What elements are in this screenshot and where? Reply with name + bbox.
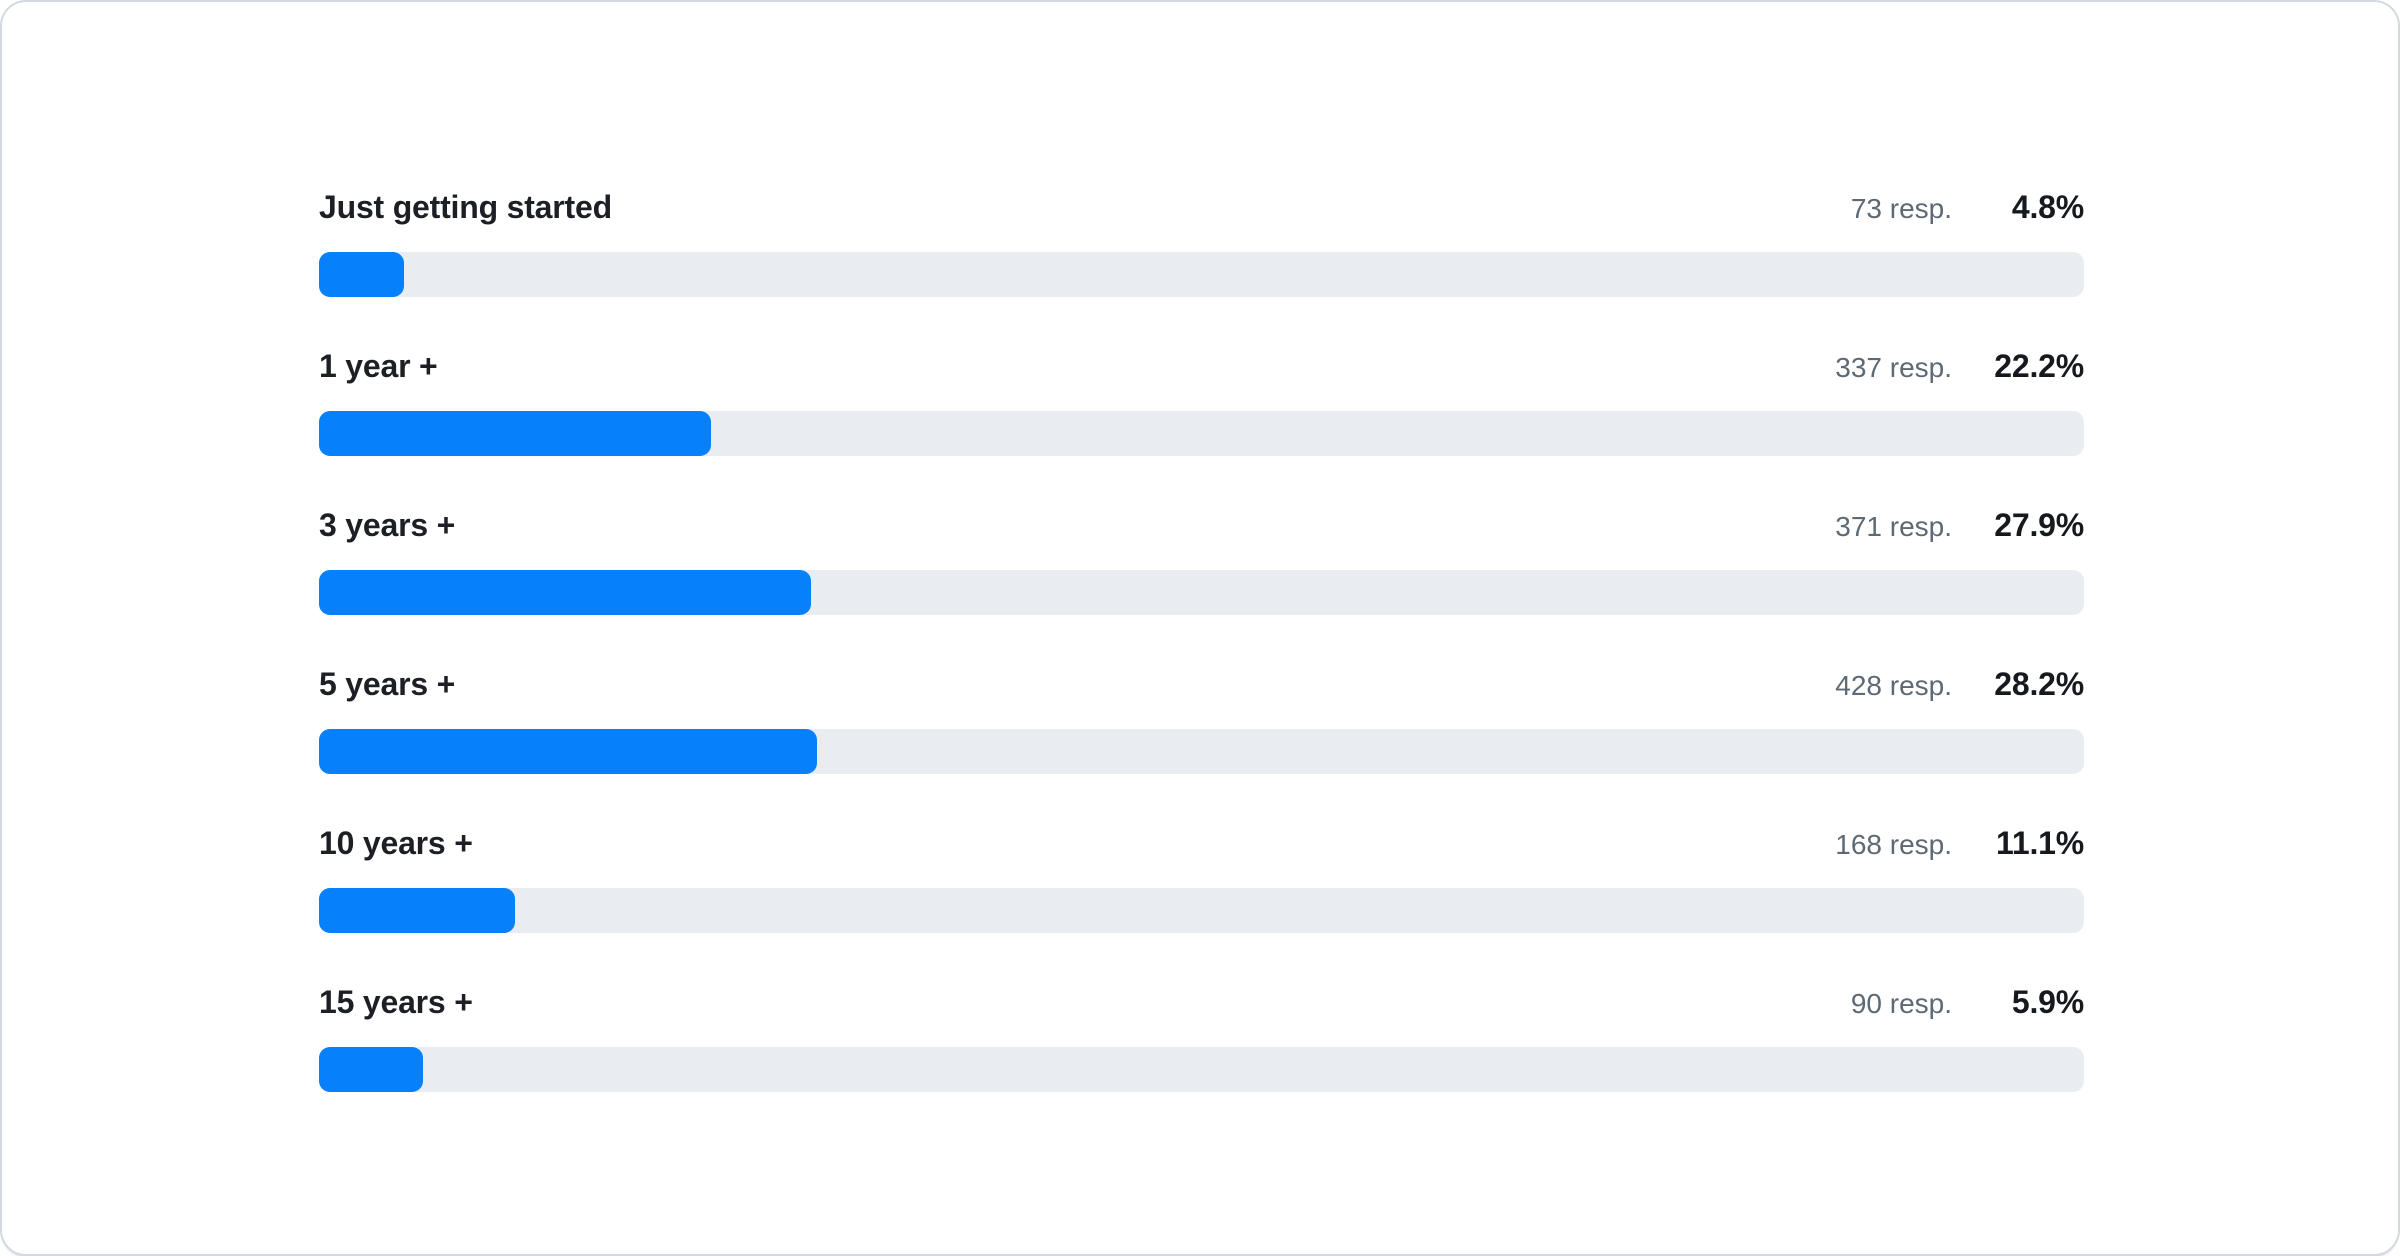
- survey-row: 5 years + 428 resp. 28.2%: [319, 661, 2084, 774]
- percentage-value: 28.2%: [1994, 666, 2084, 702]
- respondent-count: 73 resp.: [1850, 193, 1952, 224]
- respondent-count: 168 resp.: [1835, 829, 1952, 860]
- bar-fill: [319, 570, 812, 615]
- percentage-value: 22.2%: [1994, 348, 2084, 384]
- respondent-count: 90 resp.: [1850, 988, 1952, 1019]
- bar-track: [319, 729, 2084, 774]
- survey-row: 1 year + 337 resp. 22.2%: [319, 343, 2084, 456]
- respondent-count: 337 resp.: [1835, 352, 1952, 383]
- row-header: 1 year + 337 resp. 22.2%: [319, 343, 2084, 391]
- answer-label: 5 years +: [319, 666, 456, 702]
- percentage-value: 4.8%: [2011, 189, 2084, 225]
- row-header: 15 years + 90 resp. 5.9%: [319, 979, 2084, 1027]
- answer-label: 15 years +: [319, 984, 473, 1020]
- answer-label: 1 year +: [319, 348, 438, 384]
- answer-label: Just getting started: [319, 189, 612, 225]
- row-header: 3 years + 371 resp. 27.9%: [319, 502, 2084, 550]
- bar-fill: [319, 1047, 424, 1092]
- bar-fill: [319, 411, 711, 456]
- survey-row: 15 years + 90 resp. 5.9%: [319, 979, 2084, 1092]
- bar-fill: [319, 888, 515, 933]
- bar-track: [319, 570, 2084, 615]
- row-header: 10 years + 168 resp. 11.1%: [319, 820, 2084, 868]
- respondent-count: 428 resp.: [1835, 670, 1952, 701]
- percentage-value: 5.9%: [2011, 984, 2084, 1020]
- bar-track: [319, 1047, 2084, 1092]
- survey-rows-container: Just getting started 73 resp. 4.8% 1 yea…: [319, 184, 2084, 1138]
- answer-label: 3 years +: [319, 507, 456, 543]
- percentage-value: 27.9%: [1994, 507, 2084, 543]
- bar-track: [319, 411, 2084, 456]
- survey-row: Just getting started 73 resp. 4.8%: [319, 184, 2084, 297]
- respondent-count: 371 resp.: [1835, 511, 1952, 542]
- survey-row: 10 years + 168 resp. 11.1%: [319, 820, 2084, 933]
- answer-label: 10 years +: [319, 825, 473, 861]
- survey-row: 3 years + 371 resp. 27.9%: [319, 502, 2084, 615]
- bar-track: [319, 252, 2084, 297]
- row-header: 5 years + 428 resp. 28.2%: [319, 661, 2084, 709]
- bar-fill: [319, 252, 404, 297]
- percentage-value: 11.1%: [1996, 825, 2084, 861]
- bar-track: [319, 888, 2084, 933]
- row-header: Just getting started 73 resp. 4.8%: [319, 184, 2084, 232]
- bar-fill: [319, 729, 817, 774]
